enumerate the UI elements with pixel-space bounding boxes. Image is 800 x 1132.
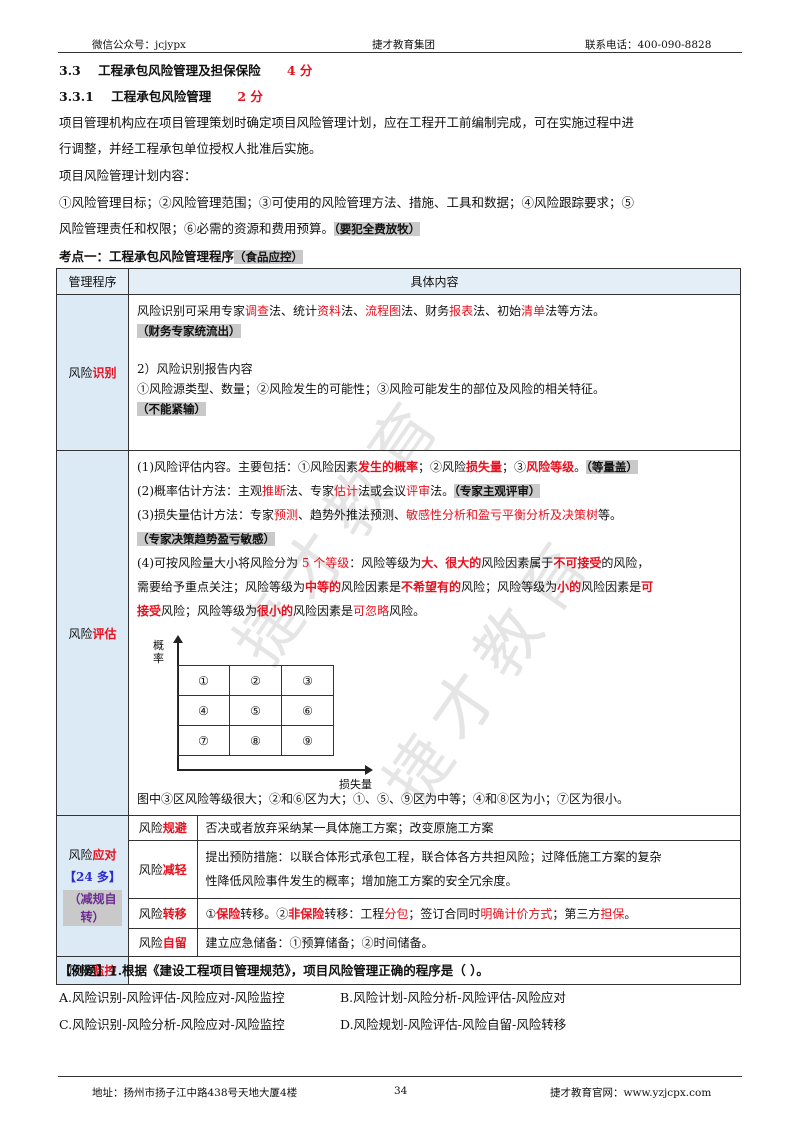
grid-cell: ⑦	[177, 725, 230, 756]
mnemonic-tag: （不能紧输）	[137, 402, 206, 416]
footer-address: 地址：扬州市扬子江中路438号天地大厦4楼	[92, 1087, 298, 1099]
row-monitor: 风险监控	[56, 956, 741, 985]
x-axis	[177, 769, 367, 771]
table-header-row: 管理程序 具体内容	[56, 268, 741, 295]
content-identify: 风险识别可采用专家调查法、统计资料法、流程图法、财务报表法、初始清单法等方法。 …	[128, 294, 741, 451]
option-b: B.风险计划-风险分析-风险评估-风险应对	[340, 990, 566, 1005]
intro-line-2: 行调整，并经工程承包单位授权人批准后实施。	[59, 141, 322, 156]
row-identify: 风险识别 风险识别可采用专家调查法、统计资料法、流程图法、财务报表法、初始清单法…	[56, 294, 741, 451]
header-divider	[58, 52, 742, 53]
respond-row-mitigate: 风险减轻 提出预防措施：以联合体形式承包工程，联合体各方共担风险；过降低施工方案…	[129, 839, 740, 899]
label-monitor: 风险监控	[56, 956, 129, 985]
grid-cell: ④	[177, 695, 230, 726]
header-center: 捷才教育集团	[372, 39, 435, 51]
mnemonic-tag: （要犯全费放牧）	[334, 222, 421, 236]
intro-line-4: ①风险管理目标；②风险管理范围；③可使用的风险管理方法、措施、工具和数据；④风险…	[59, 195, 635, 210]
mnemonic-tag: （等量盖）	[586, 460, 638, 474]
mnemonic-tag: （专家主观评审）	[454, 484, 541, 498]
grid-cell: ②	[229, 665, 282, 696]
grid-cell: ③	[281, 665, 334, 696]
respond-row-avoid: 风险规避 否决或者放弃采纳某一具体施工方案；改变原施工方案	[129, 816, 740, 841]
mnemonic-tag: （财务专家统流出）	[137, 324, 241, 338]
label-evaluate: 风险评估	[56, 450, 129, 816]
section-heading: 3.3 工程承包风险管理及担保保险 4 分	[59, 63, 313, 78]
chart-xlabel: 损失量	[339, 778, 372, 791]
page-number: 34	[394, 1085, 408, 1097]
matrix-caption: 图中③区风险等级很大；②和⑥区为大；①、⑤、⑨区为中等；④和⑧区为小；⑦区为很小…	[137, 792, 630, 806]
footer-divider	[58, 1076, 742, 1077]
chart-ylabel: 概率	[153, 639, 164, 665]
grid-cell: ⑤	[229, 695, 282, 726]
respond-row-transfer: 风险转移 ①保险转移。②非保险转移：工程分包；签订合同时明确计价方式；第三方担保…	[129, 897, 740, 929]
col-header-process: 管理程序	[56, 268, 129, 295]
col-header-content: 具体内容	[128, 268, 741, 295]
content-monitor	[128, 956, 741, 985]
y-axis-arrow	[173, 635, 183, 643]
grid-cell: ①	[177, 665, 230, 696]
intro-line-3: 项目风险管理计划内容：	[59, 168, 197, 183]
intro-line-5: 风险管理责任和权限；⑥必需的资源和费用预算。（要犯全费放牧）	[59, 221, 421, 236]
kaodian-title: 考点一：工程承包风险管理程序（食品应控）	[59, 249, 304, 264]
x-axis-arrow	[365, 765, 373, 775]
subsection-heading: 3.3.1 工程承包风险管理 2 分	[59, 89, 263, 104]
option-a: A.风险识别-风险评估-风险应对-风险监控	[59, 990, 285, 1005]
option-d: D.风险规划-风险评估-风险自留-风险转移	[340, 1017, 567, 1032]
row-respond: 风险应对 【24 多】 （减规自转） 风险规避 否决或者放弃采纳某一具体施工方案…	[56, 815, 741, 957]
example-question: 【例题】1.根据《建设工程项目管理规范》，项目风险管理正确的程序是（ ）。	[59, 963, 489, 978]
intro-line-1: 项目管理机构应在项目管理策划时确定项目风险管理计划，应在工程开工前编制完成，可在…	[59, 115, 635, 130]
grid-cell: ⑥	[281, 695, 334, 726]
grid-cell: ⑧	[229, 725, 282, 756]
footer-website: 捷才教育官网：www.yzjcpx.com	[550, 1087, 712, 1099]
mnemonic-tag: （专家决策趋势盈亏敏感）	[137, 532, 275, 546]
risk-process-table: 管理程序 具体内容 风险识别 风险识别可采用专家调查法、统计资料法、流程图法、财…	[56, 268, 741, 985]
option-c: C.风险识别-风险分析-风险应对-风险监控	[59, 1017, 285, 1032]
header-left: 微信公众号：jcjypx	[92, 39, 186, 51]
content-respond: 风险规避 否决或者放弃采纳某一具体施工方案；改变原施工方案 风险减轻 提出预防措…	[128, 815, 741, 957]
respond-subtable: 风险规避 否决或者放弃采纳某一具体施工方案；改变原施工方案 风险减轻 提出预防措…	[129, 816, 740, 956]
respond-row-retain: 风险自留 建立应急储备：①预算储备；②时间储备。	[129, 927, 740, 956]
grid-cell: ⑨	[281, 725, 334, 756]
label-identify: 风险识别	[56, 294, 129, 451]
label-respond: 风险应对 【24 多】 （减规自转）	[56, 815, 129, 957]
header-right: 联系电话：400-090-8828	[585, 39, 712, 51]
row-evaluate: 风险评估 (1)风险评估内容。主要包括：①风险因素发生的概率；②风险损失量；③风…	[56, 450, 741, 816]
content-evaluate: (1)风险评估内容。主要包括：①风险因素发生的概率；②风险损失量；③风险等级。（…	[128, 450, 741, 816]
